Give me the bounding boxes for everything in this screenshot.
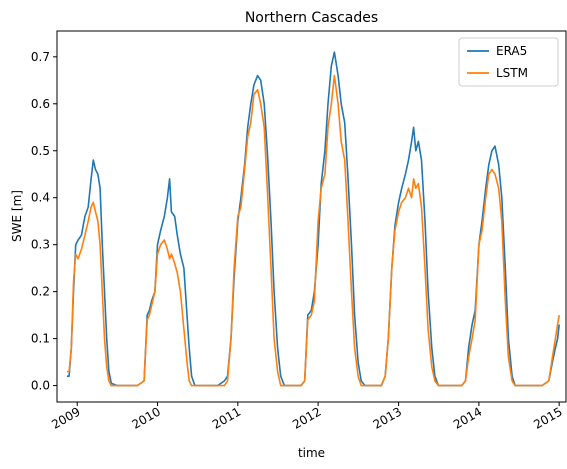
legend-box — [458, 37, 559, 87]
chart-title: Northern Cascades — [245, 10, 378, 26]
y-tick-label: 0.2 — [31, 285, 50, 299]
y-tick-label: 0.3 — [31, 238, 50, 252]
x-tick-label: 2011 — [210, 404, 243, 431]
plot-frame — [56, 30, 567, 403]
x-tick-label: 2014 — [451, 404, 484, 431]
x-tick-label: 2015 — [531, 404, 564, 431]
x-tick-label: 2013 — [371, 404, 404, 431]
x-tick-label: 2009 — [49, 404, 82, 431]
y-tick-label: 0.7 — [31, 50, 50, 64]
y-tick-label: 0.5 — [31, 144, 50, 158]
x-tick-label: 2010 — [130, 404, 163, 431]
y-tick-label: 0.0 — [31, 379, 50, 393]
y-axis: 0.0 0.1 0.2 0.3 0.4 0.5 0.6 0.7 — [31, 50, 57, 393]
y-tick-label: 0.1 — [31, 332, 50, 346]
y-tick-label: 0.6 — [31, 97, 50, 111]
x-axis: 2009 2010 2011 2012 2013 2014 2015 — [49, 402, 565, 432]
y-tick-label: 0.4 — [31, 191, 50, 205]
x-tick-label: 2012 — [290, 404, 323, 431]
legend: ERA5 LSTM — [458, 37, 559, 87]
y-axis-label: SWE [m] — [10, 190, 24, 242]
series-layer — [66, 51, 560, 387]
legend-label-era5: ERA5 — [496, 44, 527, 58]
series-line-lstm — [66, 74, 560, 387]
series-line-era5 — [66, 51, 560, 387]
legend-label-lstm: LSTM — [496, 66, 528, 80]
x-axis-label: time — [298, 446, 325, 460]
